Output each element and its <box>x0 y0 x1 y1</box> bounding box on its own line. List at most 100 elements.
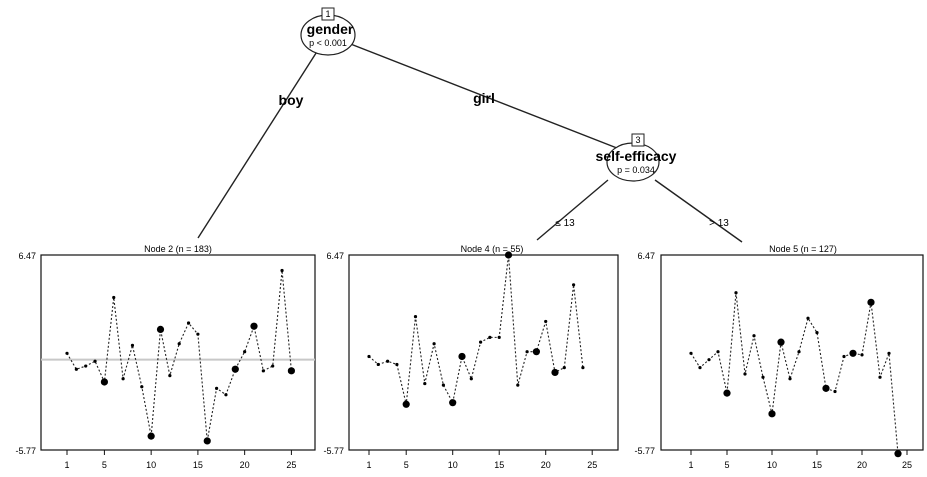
edge-root-to-node2 <box>197 49 319 239</box>
data-point-large <box>532 348 541 356</box>
x-tick-label: 15 <box>494 460 504 470</box>
data-point <box>788 377 792 381</box>
data-point <box>177 342 181 346</box>
data-point <box>479 340 483 344</box>
node-1-pvalue: p < 0.001 <box>309 38 347 48</box>
data-point <box>215 386 219 390</box>
edge-label-gt13: > 13 <box>709 218 729 229</box>
panel-node-4-ytick-bottom: -5.77 <box>323 446 344 456</box>
data-point <box>842 354 846 359</box>
panel-node-4-plot <box>367 251 585 408</box>
x-tick-label: 1 <box>64 460 69 470</box>
data-point-large <box>402 400 410 408</box>
data-point <box>860 353 864 357</box>
data-point <box>887 351 891 355</box>
data-point <box>833 389 837 394</box>
data-point <box>395 362 399 367</box>
data-point <box>734 291 738 295</box>
x-tick-label: 25 <box>902 460 912 470</box>
panel-node-2-title: Node 2 (n = 183) <box>144 244 212 254</box>
data-point <box>743 372 747 376</box>
panel-node-2-frame <box>40 254 316 451</box>
data-point <box>224 393 228 397</box>
data-point-large <box>894 450 902 458</box>
data-point <box>441 383 445 387</box>
data-point <box>186 321 191 325</box>
data-point <box>280 268 284 273</box>
series-line <box>368 254 584 405</box>
x-tick-label: 20 <box>541 460 551 470</box>
data-point <box>497 335 501 339</box>
data-point-large <box>768 410 776 418</box>
data-point-large <box>156 325 165 333</box>
panel-node-2-xticks: 1 5 10 15 20 25 <box>64 450 296 470</box>
data-point <box>878 375 882 379</box>
data-point <box>261 369 265 373</box>
x-tick-label: 10 <box>767 460 777 470</box>
data-point-large <box>723 389 731 397</box>
data-point <box>562 366 566 370</box>
node-3-id: 3 <box>635 135 640 145</box>
data-point <box>121 377 125 381</box>
panel-node-2: Node 2 (n = 183) 6.47 -5.77 1 5 10 15 20 25 <box>15 244 316 470</box>
data-point <box>168 374 172 378</box>
data-point-large <box>504 251 513 259</box>
data-point <box>689 351 693 355</box>
data-point-large <box>551 368 559 377</box>
x-tick-label: 20 <box>857 460 867 470</box>
data-point-large <box>867 298 875 306</box>
panel-node-4-frame <box>348 254 619 451</box>
data-point-large <box>203 437 211 445</box>
panel-node-5-ytick-top: 6.47 <box>637 251 655 261</box>
data-point <box>112 295 116 300</box>
panel-node-5: Node 5 (n = 127) 6.47 -5.77 1 5 10 15 20 25 <box>634 244 924 470</box>
data-point <box>413 315 418 319</box>
data-point <box>376 362 380 367</box>
data-point <box>469 377 473 381</box>
data-point <box>432 342 436 346</box>
x-tick-label: 25 <box>286 460 296 470</box>
data-point <box>93 359 97 363</box>
panel-node-5-xticks: 1 5 10 15 20 25 <box>688 450 912 470</box>
node-3-variable: self-efficacy <box>596 148 677 164</box>
data-point <box>544 319 548 324</box>
data-point-large <box>777 338 785 346</box>
data-point <box>752 334 756 338</box>
data-point <box>386 359 390 363</box>
node-3-self-efficacy: 3 self-efficacy p = 0.034 <box>596 133 677 182</box>
panel-node-5-ytick-bottom: -5.77 <box>634 446 655 456</box>
edge-node3-to-node5 <box>654 179 743 243</box>
data-point-large <box>449 399 457 407</box>
node-1-gender: 1 gender p < 0.001 <box>300 7 356 56</box>
data-point <box>367 354 371 359</box>
data-point <box>797 350 801 354</box>
data-point <box>488 335 492 339</box>
data-point <box>581 366 585 370</box>
data-point <box>74 367 78 371</box>
data-point <box>761 375 765 379</box>
panel-node-5-frame <box>660 254 924 451</box>
x-tick-label: 5 <box>724 460 729 470</box>
edge-root-to-node3 <box>347 42 623 151</box>
node-3-id-box <box>631 133 645 147</box>
data-point <box>806 316 810 320</box>
data-point <box>516 383 520 387</box>
data-point-large <box>231 365 239 373</box>
data-point <box>243 350 247 354</box>
data-point-large <box>250 322 258 330</box>
data-point <box>815 330 819 335</box>
data-point <box>698 366 702 370</box>
edge-label-le13: ≤ 13 <box>555 218 575 229</box>
x-tick-label: 1 <box>688 460 693 470</box>
panel-node-5-title: Node 5 (n = 127) <box>769 244 837 254</box>
edge-node3-to-node4 <box>536 179 609 241</box>
panel-node-4-ytick-top: 6.47 <box>326 251 344 261</box>
panel-node-2-ytick-top: 6.47 <box>18 251 36 261</box>
panel-node-2-ytick-bottom: -5.77 <box>15 446 36 456</box>
node-1-id: 1 <box>325 9 330 19</box>
data-point <box>716 350 720 354</box>
data-point-large <box>287 367 295 375</box>
data-point-large <box>100 378 108 386</box>
x-tick-label: 20 <box>240 460 250 470</box>
